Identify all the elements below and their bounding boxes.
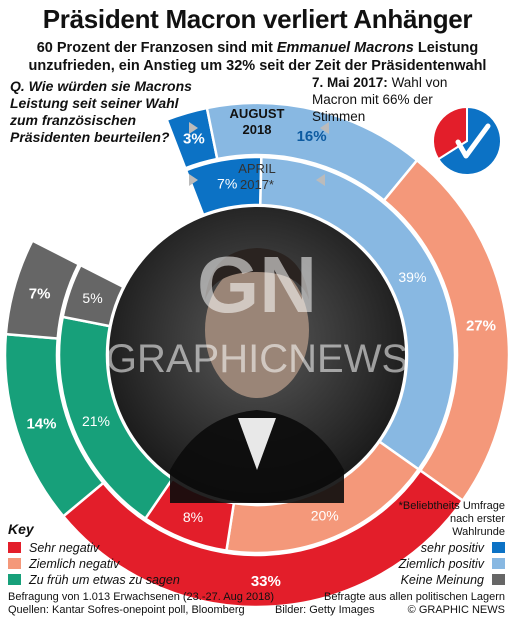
survey-question: Q. Wie würden sie Macrons Leistung seit … <box>10 78 192 145</box>
ring1-value-label: 39% <box>398 269 426 285</box>
outer-ring-label: AUGUST 2018 <box>229 106 285 137</box>
outer-ring-august-2018: 3% 16% 27% 33% 14% 7% <box>3 101 511 609</box>
marker-triangle <box>316 174 325 186</box>
subtitle-line-1: 60 Prozent der Franzosen sind mit Emmanu… <box>36 40 479 56</box>
marker-triangle <box>320 122 329 134</box>
svg-text:GN: GN <box>197 240 317 329</box>
key-item-ziemlich-positiv: Ziemlich positiv <box>399 557 505 571</box>
inner-ring-label: APRIL 2017* <box>238 161 276 192</box>
key-item-keine-meinung: Keine Meinung <box>401 573 505 587</box>
footer-survey: Befragung von 1.013 Erwachsenen (23.-27.… <box>8 591 275 603</box>
key-item-sehr-positiv: sehr positiv <box>421 541 505 555</box>
checkmark-icon <box>455 123 491 159</box>
footnote: *Beliebtheits Umfrage nach erster Wahlru… <box>398 500 505 538</box>
marker-triangle <box>189 174 198 186</box>
ring1-value-label: 21% <box>82 413 110 429</box>
ring0-value-label: 3% <box>183 130 205 147</box>
key-swatch <box>8 542 21 553</box>
ring-label-markers <box>189 122 329 186</box>
ring0-value-label: 7% <box>29 286 51 303</box>
ring0-value-label: 14% <box>26 415 56 432</box>
key-swatch <box>492 574 505 585</box>
ring1-value-label: 20% <box>311 507 339 523</box>
footer-copyright: © GRAPHIC NEWS <box>407 604 505 616</box>
key-swatch <box>492 542 505 553</box>
subtitle-line-2: unzufrieden, ein Anstieg um 32% seit der… <box>28 58 487 74</box>
key-item-ziemlich-negativ: Ziemlich negativ <box>8 557 119 571</box>
key-item-zu-frueh: Zu früh um etwas zu sagen <box>8 573 180 587</box>
ring0-value-label: 16% <box>297 128 327 145</box>
ring1-value-label: 7% <box>217 176 237 192</box>
key-swatch <box>492 558 505 569</box>
ring0-value-label: 27% <box>466 317 496 334</box>
election-pie-slice-macron <box>436 105 502 176</box>
ring1-slice-ziemlich-positiv <box>259 155 457 472</box>
key-swatch <box>8 558 21 569</box>
footer-images: Bilder: Getty Images <box>275 604 375 616</box>
key-item-sehr-negativ: Sehr negativ <box>8 541 99 555</box>
ring1-value-label: 8% <box>183 509 203 525</box>
macron-photo <box>109 207 405 503</box>
graphic-news-watermark: GN GRAPHICNEWS <box>106 240 408 381</box>
ring0-slice-keine-meinung <box>4 238 81 340</box>
election-note: 7. Mai 2017: Wahl von Macron mit 66% der… <box>312 75 448 124</box>
ring1-slice-keine-meinung <box>61 263 126 328</box>
footer-sources: Quellen: Kantar Sofres-onepoint poll, Bl… <box>8 604 245 616</box>
footer-survey-right: Befragte aus allen politischen Lagern <box>323 591 505 603</box>
svg-text:GRAPHICNEWS: GRAPHICNEWS <box>106 337 408 381</box>
ring0-value-label: 33% <box>251 573 281 590</box>
key-swatch <box>8 574 21 585</box>
key-title: Key <box>8 521 34 537</box>
ring1-value-label: 5% <box>82 290 102 306</box>
marker-triangle <box>189 122 198 134</box>
page-title: Präsident Macron verliert Anhänger <box>42 4 473 34</box>
